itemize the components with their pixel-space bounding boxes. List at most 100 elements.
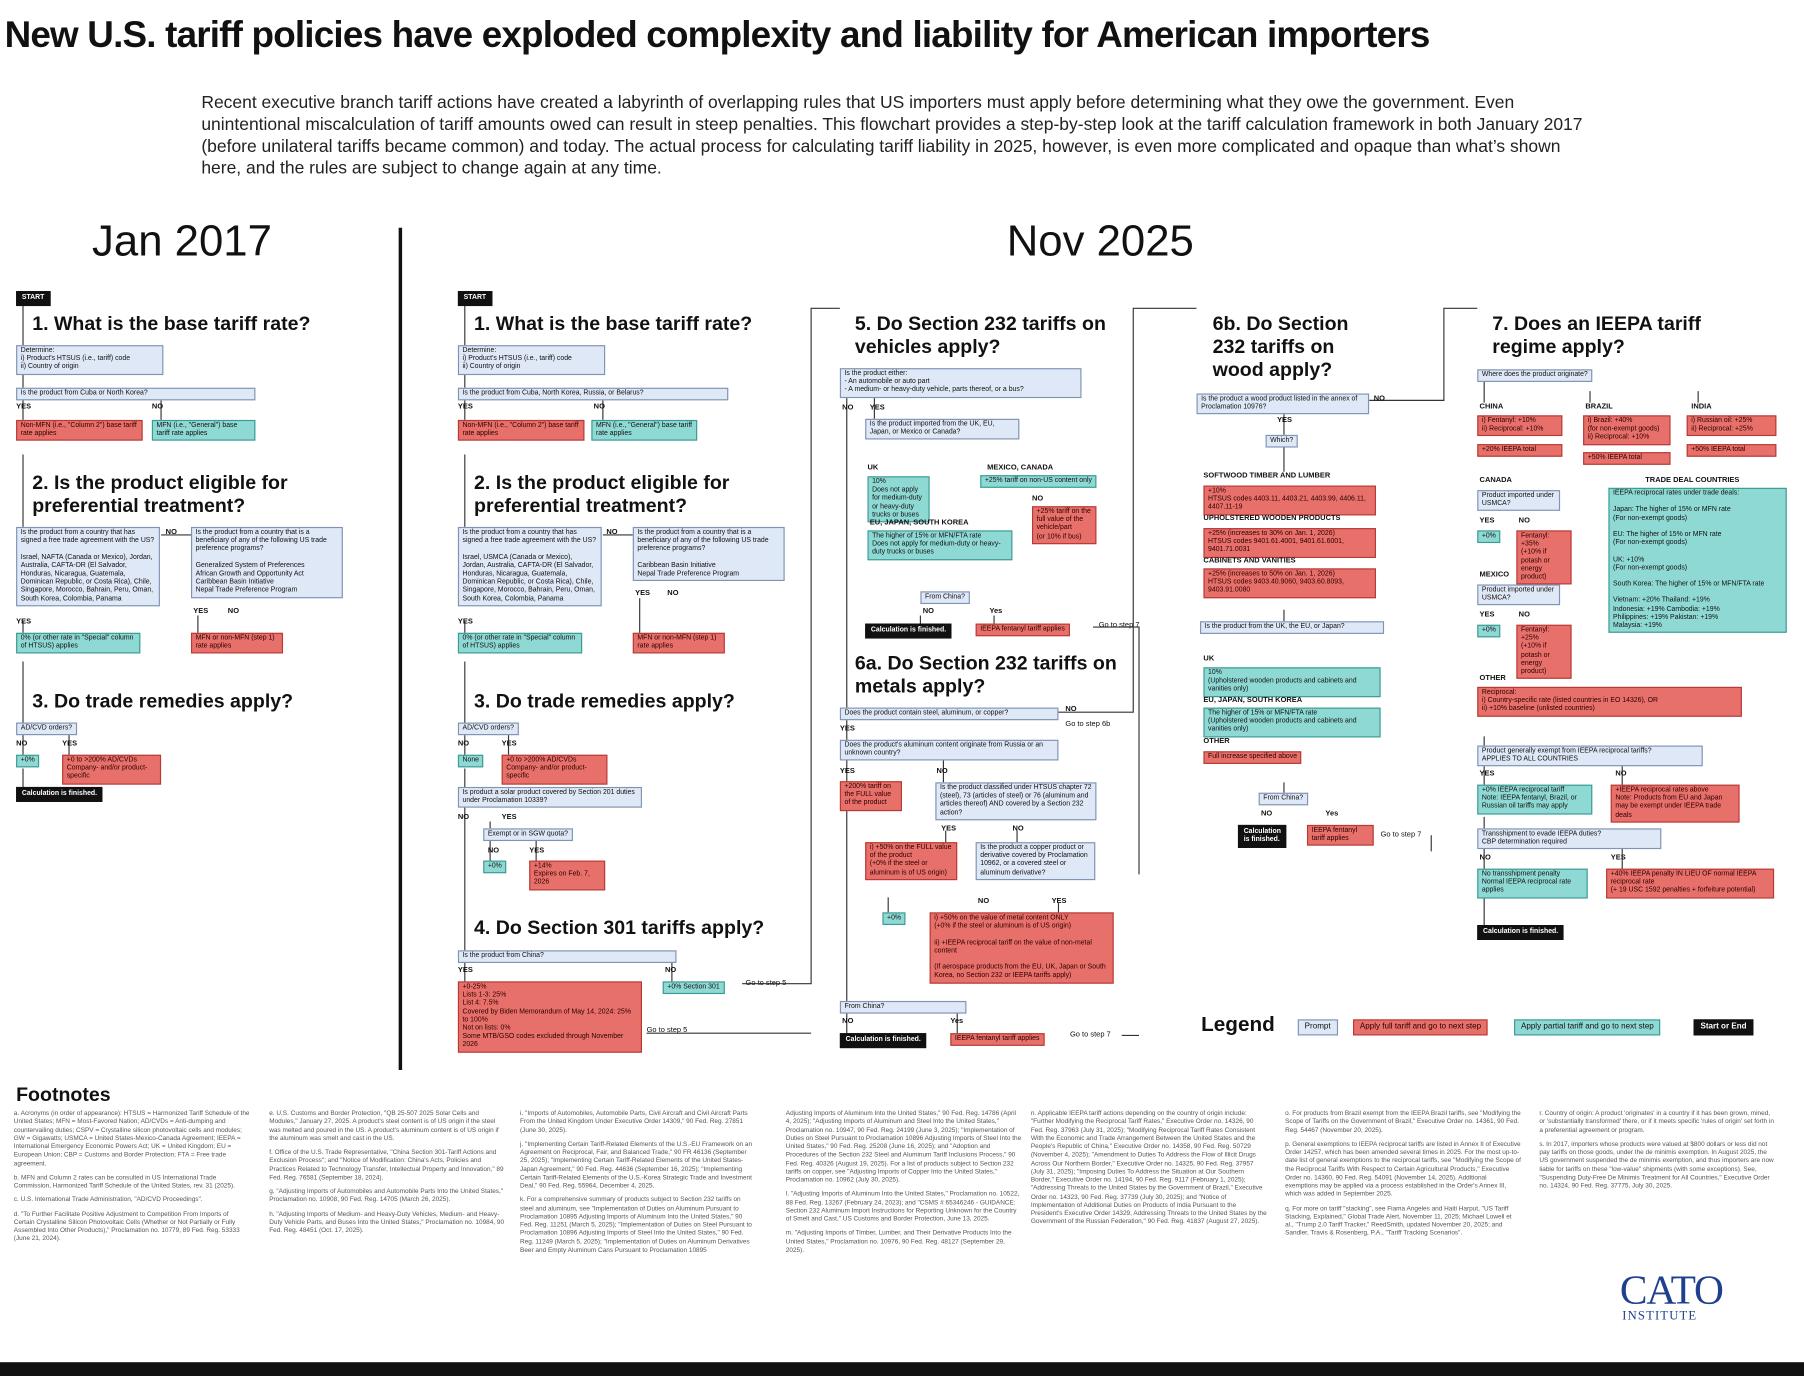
start-end-box: Calculation is finished. — [1477, 925, 1564, 941]
logo-sub: INSTITUTE — [1622, 1309, 1698, 1324]
footnote: n. Applicable IEEPA tariff actions depen… — [1030, 1110, 1267, 1226]
footnote: o. For products from Brazil exempt from … — [1285, 1110, 1521, 1134]
branch-label: NO — [1518, 610, 1530, 619]
footnote: i. "Imports of Automobiles, Automobile P… — [520, 1110, 748, 1134]
footnote: e. U.S. Customs and Border Protection, "… — [269, 1110, 499, 1143]
branch-label: Yes — [950, 1017, 964, 1026]
full-tariff-box: +25% tariff on the full value of the veh… — [1032, 506, 1097, 544]
prompt-box: From China? — [1258, 792, 1308, 806]
partial-tariff-box: +0% Section 301 — [662, 981, 725, 995]
prompt-box: Is the product from a country that is a … — [190, 526, 343, 598]
branch-label: NO — [457, 813, 470, 822]
branch-label: NO — [606, 528, 618, 537]
branch-label: YES — [1610, 853, 1626, 862]
step-heading: 6b. Do Section 232 tariffs on wood apply… — [1212, 312, 1349, 381]
full-tariff-box: Full increase specified above — [1203, 751, 1302, 765]
branch-label: NO — [227, 607, 240, 616]
prompt-box: Does the product's aluminum content orig… — [839, 739, 1059, 761]
partial-tariff-box: +0% — [16, 754, 40, 768]
category-label: UK — [867, 463, 879, 472]
footnote: r. Country of origin: A product 'origina… — [1539, 1110, 1774, 1134]
legend-heading: Legend — [1201, 1012, 1275, 1036]
partial-tariff-box: The higher of 15% or MFN/FTA rate (Uphol… — [1203, 707, 1381, 737]
prompt-box: Does the product contain steel, aluminum… — [839, 707, 1059, 721]
partial-tariff-box: No transshipment penalty Normal IEEPA re… — [1477, 868, 1588, 899]
prompt-box: Which? — [1265, 434, 1298, 448]
branch-label: YES — [16, 617, 32, 626]
category-label: EU, JAPAN, SOUTH KOREA — [869, 518, 969, 527]
prompt-box: Determine: i) Product's HTSUS (i.e., tar… — [457, 345, 606, 375]
branch-label: YES — [1051, 897, 1067, 906]
prompt-box: AD/CVD orders? — [457, 722, 519, 736]
full-tariff-box: i) Brazil: +40% (for non-exempt goods) i… — [1583, 415, 1671, 445]
prompt-box: Is the product from Cuba or North Korea? — [16, 387, 256, 401]
full-tariff-box: +0-25% Lists 1-3: 25% List 4: 7.5% Cover… — [457, 981, 642, 1053]
branch-label: YES — [1479, 610, 1495, 619]
prompt-box: Transshipment to evade IEEPA duties? CBP… — [1477, 828, 1662, 850]
full-tariff-box: +0 to >200% AD/CVDs Company- and/or prod… — [62, 754, 162, 785]
branch-label: NO — [1373, 394, 1385, 403]
footnote: l. "Adjusting Imports of Aluminum Into t… — [785, 1191, 1020, 1224]
start-end-box: START — [16, 291, 51, 307]
category-label: TRADE DEAL COUNTRIES — [1645, 476, 1740, 485]
branch-label: NO — [593, 402, 605, 411]
full-tariff-box: +10% HTSUS codes 4403.11, 4403.21, 4403.… — [1203, 485, 1377, 515]
branch-label: NO — [922, 607, 934, 616]
branch-label: YES — [457, 966, 473, 975]
partial-tariff-box: 0% (or other rate in "Special" column of… — [16, 632, 141, 654]
step-heading: 7. Does an IEEPA tariff regime apply? — [1492, 312, 1701, 358]
goto-label: Go to step 7 — [1098, 621, 1140, 630]
start-end-box: Calculation is finished. — [865, 623, 952, 639]
footnote: j. "Implementing Certain Tariff-Related … — [520, 1141, 753, 1190]
full-tariff-box: Fentanyl: +35% (+10% if potash or energy… — [1516, 530, 1572, 585]
prompt-box: From China? — [839, 1000, 967, 1014]
partial-tariff-box: MFN (i.e., "General") base tariff rate a… — [591, 419, 698, 442]
prompt-box: Is the product from China? — [457, 950, 677, 964]
category-label: CABINETS AND VANITIES — [1203, 556, 1296, 565]
full-tariff-box: i) +50% on the FULL value of the product… — [865, 842, 958, 880]
prompt-box: From China? — [920, 591, 970, 605]
footnote: g. "Adjusting Imports of Automobiles and… — [269, 1188, 504, 1204]
category-label: BRAZIL — [1585, 402, 1613, 411]
category-label: UPHOLSTERED WOODEN PRODUCTS — [1203, 514, 1341, 523]
partial-tariff-box: 10% (Upholstered wooden products and cab… — [1203, 667, 1381, 697]
footnote-column: o. For products from Brazil exempt from … — [1285, 1110, 1521, 1244]
prompt-box: Is the product from Cuba, North Korea, R… — [457, 387, 729, 401]
step-heading: 1. What is the base tariff rate? — [474, 312, 753, 335]
goto-label: Go to step 6b — [1065, 720, 1111, 729]
prompt-box: Product imported under USMCA? — [1477, 490, 1561, 512]
step-heading: 5. Do Section 232 tariffs on vehicles ap… — [854, 312, 1106, 358]
branch-label: YES — [635, 589, 651, 598]
full-tariff-box: i) Fentanyl: +10% ii) Reciprocal: +10% — [1477, 415, 1563, 437]
full-tariff-box: +0 to >200% AD/CVDs Company- and/or prod… — [501, 754, 608, 785]
full-tariff-box: IEEPA fentanyl tariff applies — [975, 623, 1070, 637]
full-tariff-box: +25% (increases to 30% on Jan. 1, 2026) … — [1203, 528, 1377, 558]
prompt-box: Is the product either: - An automobile o… — [839, 368, 1082, 398]
footnote-column: i. "Imports of Automobiles, Automobile P… — [520, 1110, 756, 1261]
footnote: b. MFN and Column 2 rates can be consult… — [13, 1174, 235, 1190]
period-heading: Jan 2017 — [92, 217, 272, 266]
full-tariff-box: +IEEPA reciprocal rates above Note: Prod… — [1610, 784, 1740, 823]
goto-label: Go to step 7 — [1069, 1030, 1111, 1039]
prompt-box: Is the product from a country that has s… — [16, 526, 160, 606]
footnote: c. U.S. International Trade Administrati… — [13, 1196, 203, 1204]
branch-label: Yes — [1325, 809, 1339, 819]
category-label: MEXICO, CANADA — [987, 463, 1054, 472]
prompt-box: Product imported under USMCA? — [1477, 584, 1561, 606]
prompt-box: AD/CVD orders? — [16, 722, 77, 736]
branch-label: YES — [193, 607, 209, 616]
branch-label: NO — [664, 966, 677, 975]
branch-label: YES — [457, 402, 473, 411]
footnote: h. "Adjusting Imports of Medium- and Hea… — [269, 1211, 505, 1235]
prompt-box: Where does the product originate? — [1477, 369, 1593, 383]
footnote-column: n. Applicable IEEPA tariff actions depen… — [1031, 1110, 1267, 1233]
step-heading: 2. Is the product eligible for preferent… — [32, 471, 288, 517]
full-tariff-box: +20% IEEPA total — [1477, 444, 1563, 457]
branch-label: YES — [1479, 769, 1495, 778]
branch-label: NO — [936, 767, 948, 776]
title: New U.S. tariff policies have exploded c… — [4, 13, 1431, 56]
branch-label: YES — [839, 767, 855, 776]
branch-label: YES — [839, 724, 855, 733]
partial-tariff-box: +0% — [1477, 530, 1501, 544]
